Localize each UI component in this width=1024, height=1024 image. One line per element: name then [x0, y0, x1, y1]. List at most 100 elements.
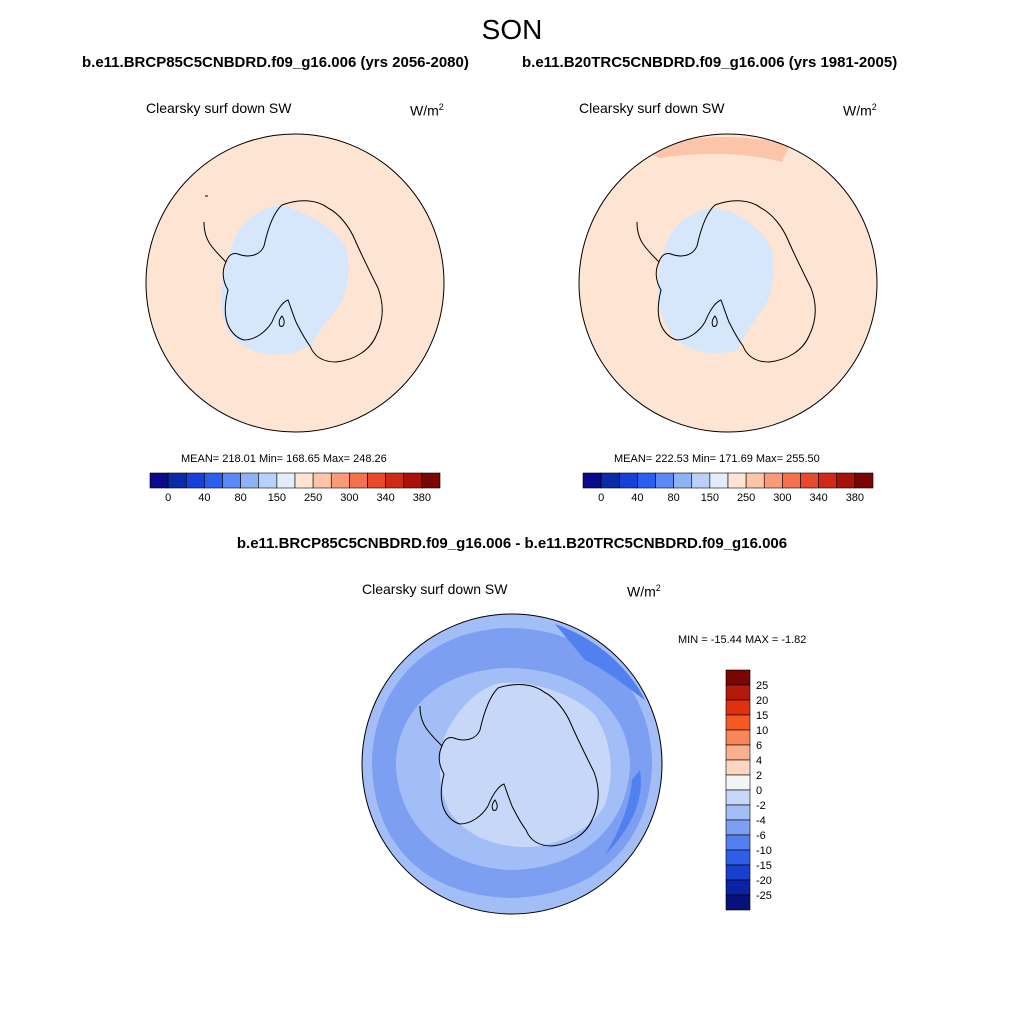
colorbar-tick-label: -10 [756, 845, 772, 857]
figure-title: SON [481, 14, 543, 45]
diff-map-border [361, 613, 663, 915]
colorbar-swatch [725, 699, 751, 716]
colorbar-swatch [745, 472, 765, 489]
colorbar-swatch [258, 472, 278, 489]
colorbar-tick-label: 380 [413, 492, 431, 504]
right-colorbar: 0 40 80 150 250 300 340 380 [582, 472, 874, 504]
colorbar-swatch [725, 819, 751, 836]
colorbar-swatch [149, 472, 169, 489]
diff-map-band-strong [555, 624, 645, 855]
colorbar-tick-label: 300 [340, 492, 358, 504]
colorbar-tick-label: -6 [756, 830, 766, 842]
colorbar-tick-label: -20 [756, 875, 772, 887]
colorbar-swatch [763, 472, 783, 489]
colorbar-tick-label: 2 [756, 770, 762, 782]
colorbar-tick-label: 250 [304, 492, 322, 504]
colorbar-swatch [222, 472, 241, 489]
left-map-ice-region [221, 205, 349, 355]
right-polar-map [578, 133, 878, 433]
colorbar-tick-label: 40 [631, 492, 643, 504]
colorbar-tick-label: -15 [756, 860, 772, 872]
left-panel-units: W/m2 [410, 102, 444, 119]
left-map-coastline [203, 195, 383, 363]
colorbar-swatch [618, 472, 638, 489]
left-panel-stats: MEAN= 218.01 Min= 168.65 Max= 248.26 [181, 453, 387, 465]
diff-panel-stats: MIN = -15.44 MAX = -1.82 [678, 634, 807, 646]
colorbar-swatch [725, 804, 751, 821]
colorbar-tick-label: 4 [756, 755, 762, 767]
colorbar-swatch [582, 472, 602, 489]
colorbar-swatch [204, 472, 223, 489]
colorbar-swatch [725, 864, 751, 881]
colorbar-swatch [725, 879, 751, 896]
colorbar-swatch [385, 472, 405, 489]
colorbar-swatch [782, 472, 801, 489]
colorbar-swatch [725, 759, 751, 776]
colorbar-swatch [836, 472, 856, 489]
colorbar-swatch [854, 472, 874, 489]
colorbar-swatch [818, 472, 838, 489]
colorbar-swatch [240, 472, 260, 489]
colorbar-swatch [725, 669, 751, 686]
colorbar-swatch [349, 472, 368, 489]
diff-polar-map [361, 613, 663, 915]
colorbar-tick-label: 340 [376, 492, 394, 504]
colorbar-swatch [725, 714, 751, 731]
colorbar-swatch [800, 472, 819, 489]
colorbar-swatch [725, 729, 751, 746]
colorbar-swatch [725, 744, 751, 761]
colorbar-swatch [725, 834, 751, 851]
right-map-ice-region [657, 208, 774, 354]
colorbar-tick-label: 380 [846, 492, 864, 504]
left-polar-map [145, 133, 445, 433]
diff-map-inner-region [439, 682, 611, 848]
colorbar-swatch [691, 472, 711, 489]
right-map-border [578, 133, 878, 433]
diff-panel-case-title: b.e11.BRCP85C5CNBDRD.f09_g16.006 - b.e11… [236, 535, 788, 552]
colorbar-tick-label: -25 [756, 890, 772, 902]
colorbar-tick-label: 340 [809, 492, 827, 504]
colorbar-swatch [276, 472, 296, 489]
colorbar-tick-label: 25 [756, 680, 768, 692]
colorbar-swatch [294, 472, 314, 489]
colorbar-swatch [655, 472, 674, 489]
colorbar-swatch [725, 684, 751, 701]
diff-panel-units: W/m2 [627, 583, 661, 600]
colorbar-tick-label: -2 [756, 800, 766, 812]
right-panel-case-title: b.e11.B20TRC5CNBDRD.f09_g16.006 (yrs 198… [522, 54, 898, 71]
left-panel-case-title: b.e11.BRCP85C5CNBDRD.f09_g16.006 (yrs 20… [82, 54, 469, 71]
colorbar-swatch [725, 894, 751, 911]
colorbar-tick-label: 300 [773, 492, 791, 504]
left-colorbar: 0 40 80 150 250 300 340 380 [149, 472, 441, 504]
colorbar-swatch [403, 472, 423, 489]
left-panel-variable-label: Clearsky surf down SW [146, 100, 292, 116]
colorbar-swatch [600, 472, 620, 489]
colorbar-tick-label: 0 [756, 785, 762, 797]
colorbar-swatch [185, 472, 205, 489]
colorbar-swatch [421, 472, 441, 489]
diff-map-coastline [419, 684, 599, 847]
colorbar-tick-label: 6 [756, 740, 762, 752]
colorbar-swatch [725, 774, 751, 791]
right-map-coastline [636, 200, 816, 363]
colorbar-tick-label: 80 [668, 492, 680, 504]
colorbar-swatch [330, 472, 350, 489]
colorbar-tick-label: 0 [165, 492, 171, 504]
colorbar-tick-label: 150 [268, 492, 286, 504]
colorbar-tick-label: -4 [756, 815, 766, 827]
colorbar-tick-label: 15 [756, 710, 768, 722]
right-panel-units: W/m2 [843, 102, 877, 119]
colorbar-swatch [367, 472, 386, 489]
colorbar-tick-label: 40 [198, 492, 210, 504]
colorbar-tick-label: 20 [756, 695, 768, 707]
right-panel-variable-label: Clearsky surf down SW [579, 100, 725, 116]
right-panel-stats: MEAN= 222.53 Min= 171.69 Max= 255.50 [614, 453, 820, 465]
colorbar-swatch [673, 472, 693, 489]
colorbar-swatch [167, 472, 187, 489]
colorbar-swatch [709, 472, 729, 489]
colorbar-swatch [725, 789, 751, 806]
colorbar-tick-label: 10 [756, 725, 768, 737]
colorbar-swatch [727, 472, 747, 489]
colorbar-swatch [725, 849, 751, 866]
